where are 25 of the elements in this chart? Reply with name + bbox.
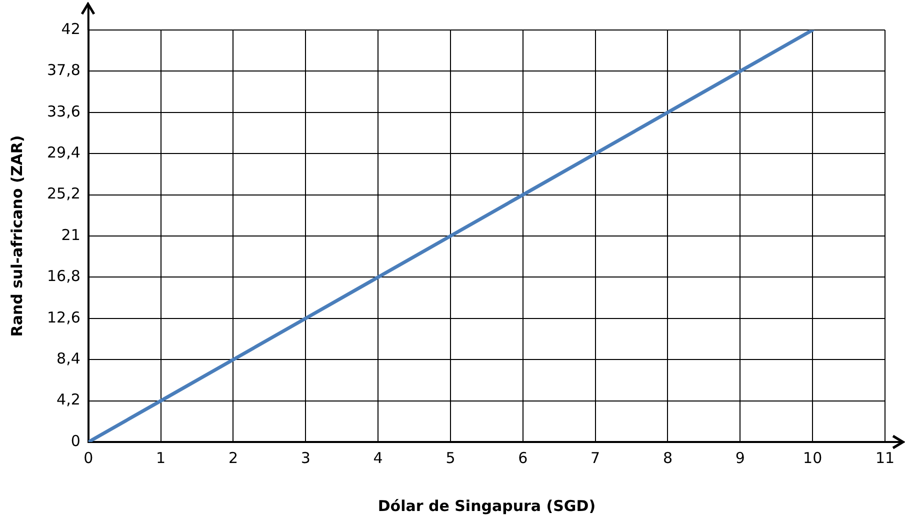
y-tick-label: 0 [70, 432, 80, 450]
x-tick-label: 5 [446, 448, 456, 467]
x-tick-label: 3 [300, 448, 310, 467]
y-tick-label: 16,8 [46, 267, 80, 286]
y-tick-label: 4,2 [56, 390, 80, 409]
y-tick-label: 33,6 [46, 102, 80, 120]
x-tick-label: 0 [84, 448, 94, 467]
y-tick-label: 29,4 [46, 143, 80, 162]
y-tick-label: 37,8 [46, 61, 80, 80]
y-tick-label: 25,2 [46, 184, 80, 203]
x-axis-title: Dólar de Singapura (SGD) [378, 496, 596, 515]
x-tick-label: 8 [662, 448, 673, 467]
y-tick-label: 42 [61, 20, 80, 38]
x-tick-label: 4 [373, 448, 383, 467]
x-tick-label: 2 [228, 448, 238, 467]
y-axis-title: Rand sul-africano (ZAR) [8, 135, 26, 337]
y-tick-label: 12,6 [46, 308, 80, 326]
x-tick-label: 1 [156, 448, 166, 467]
y-tick-label: 21 [61, 226, 80, 244]
x-tick-label: 7 [590, 448, 600, 467]
x-tick-label: 6 [518, 448, 528, 467]
x-tick-label: 10 [803, 448, 822, 467]
x-tick-label: 9 [735, 448, 745, 467]
y-tick-label: 8,4 [56, 349, 80, 368]
x-tick-label: 11 [875, 448, 895, 467]
